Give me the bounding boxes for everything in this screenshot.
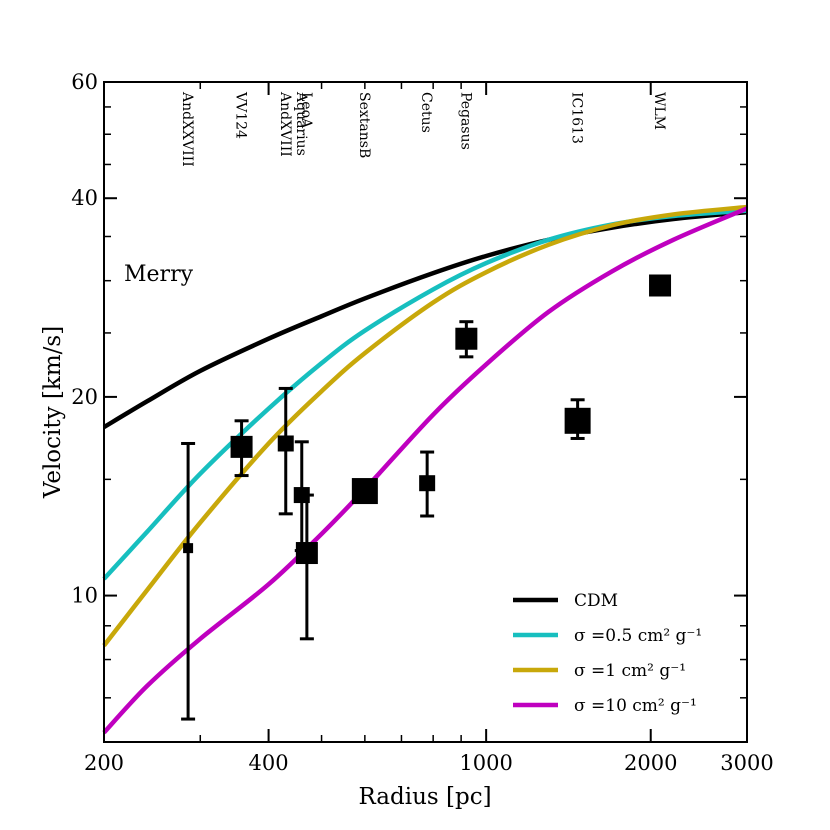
series-line-3 [102, 206, 748, 735]
series-line-0 [102, 209, 748, 430]
galaxy-label-AndXXVIII: AndXXVIII [179, 91, 195, 167]
plot-frame [103, 81, 748, 743]
x-tick-label: 400 [249, 751, 289, 775]
legend: CDM σ =0.5 cm² g⁻¹ σ =1 cm² g⁻¹ σ =10 cm² g… [513, 591, 702, 716]
galaxy-label-Aquarius: Aquarius [293, 91, 309, 156]
data-point-Cetus [419, 475, 436, 492]
y-tick-label: 10 [71, 584, 98, 608]
data-point-AndXVIII [277, 435, 294, 452]
galaxy-label-Pegasus: Pegasus [457, 92, 473, 150]
tick-labels: 200 400 1000 2000 3000 10 20 40 60 [71, 70, 773, 775]
legend-label-0: CDM [574, 591, 618, 611]
galaxy-label-LeoA: LeoA [298, 92, 314, 129]
galaxy-label-VV124: VV124 [233, 91, 249, 139]
galaxy-label-SextansB: SextansB [356, 92, 372, 158]
data-point-VV124 [230, 435, 253, 458]
data-point-Pegasus [455, 327, 478, 350]
data-point-IC1613 [564, 407, 591, 434]
galaxy-data-points [181, 274, 672, 721]
y-axis-label: Velocity [km/s] [40, 326, 66, 499]
data-point-WLM [649, 274, 672, 297]
x-tick-label: 3000 [720, 751, 773, 775]
y-tick-label: 60 [71, 70, 98, 94]
series-line-2 [102, 204, 748, 647]
y-tick-label: 40 [71, 186, 98, 210]
galaxy-label-WLM: WLM [651, 92, 667, 130]
galaxy-label-AndXVIII: AndXVIII [277, 91, 293, 157]
y-tick-label: 20 [71, 385, 98, 409]
axis-ticks [103, 81, 748, 743]
x-tick-label: 200 [84, 751, 124, 775]
x-tick-label: 1000 [459, 751, 512, 775]
legend-label-1: σ =0.5 cm² g⁻¹ [574, 626, 702, 646]
data-point-SextansB [351, 478, 378, 505]
legend-label-2: σ =1 cm² g⁻¹ [574, 661, 686, 681]
data-point-AndXXVIII [183, 543, 194, 554]
data-point-LeoA [295, 542, 318, 565]
model-curves [102, 204, 748, 735]
galaxy-label-IC1613: IC1613 [569, 92, 585, 144]
x-tick-label: 2000 [624, 751, 677, 775]
merry-annotation: Merry [124, 262, 194, 287]
legend-label-3: σ =10 cm² g⁻¹ [574, 696, 697, 716]
galaxy-label-Cetus: Cetus [418, 92, 434, 133]
x-axis-label: Radius [pc] [358, 784, 491, 810]
